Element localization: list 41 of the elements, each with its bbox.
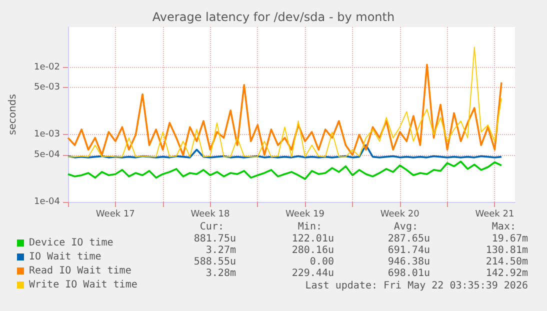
legend-label: Read IO Wait time: [29, 266, 132, 276]
text: Last update: Fri May 22 03:35:39 2026: [305, 280, 528, 292]
text: 229.44u: [292, 268, 334, 279]
x-tick-label: Week 20: [380, 210, 420, 220]
y-tick-label: 1e-03: [34, 130, 60, 140]
text: 122.01u: [292, 234, 334, 244]
line-series: [67, 64, 502, 156]
legend-label: IO Wait time: [29, 252, 102, 262]
chart-title: Average latency for /dev/sda - by month: [152, 10, 395, 24]
y-tick-label: 5e-03: [34, 82, 60, 93]
text: Avg:: [394, 222, 418, 232]
x-tick-label: Week 18: [190, 210, 230, 220]
y-axis-title: seconds: [8, 94, 18, 135]
text: 588.55u: [194, 256, 236, 268]
text: 280.16u: [292, 245, 334, 256]
x-tick-label: Week 21: [475, 210, 514, 220]
text: 881.75u: [194, 234, 236, 244]
line-series: [67, 160, 502, 180]
y-tick-label: 5e-04: [34, 150, 60, 160]
legend-label: Write IO Wait time: [29, 280, 138, 290]
text: 3.27m: [206, 245, 236, 256]
text: Min:: [298, 222, 322, 232]
text: 3.28m: [206, 268, 236, 279]
text: 691.74u: [388, 245, 430, 256]
y-tick-label: 1e-04: [34, 197, 60, 207]
text: 0.00: [310, 256, 334, 268]
line-series: [67, 144, 502, 158]
x-tick-label: Week 19: [286, 210, 325, 220]
text: 214.50m: [486, 256, 528, 268]
x-tick-label: Week 17: [96, 210, 135, 220]
text: 142.92m: [486, 268, 528, 279]
line-series: [68, 46, 502, 158]
text: Cur:: [200, 222, 224, 232]
text: Max:: [492, 222, 516, 232]
text: 698.01u: [388, 268, 430, 279]
text: 287.65u: [388, 234, 430, 244]
text: 946.38u: [388, 256, 430, 268]
legend-label: Device IO time: [29, 238, 114, 248]
text: 19.67m: [492, 234, 528, 244]
y-tick-label: 1e-02: [34, 62, 60, 72]
text: 130.81m: [486, 245, 528, 256]
